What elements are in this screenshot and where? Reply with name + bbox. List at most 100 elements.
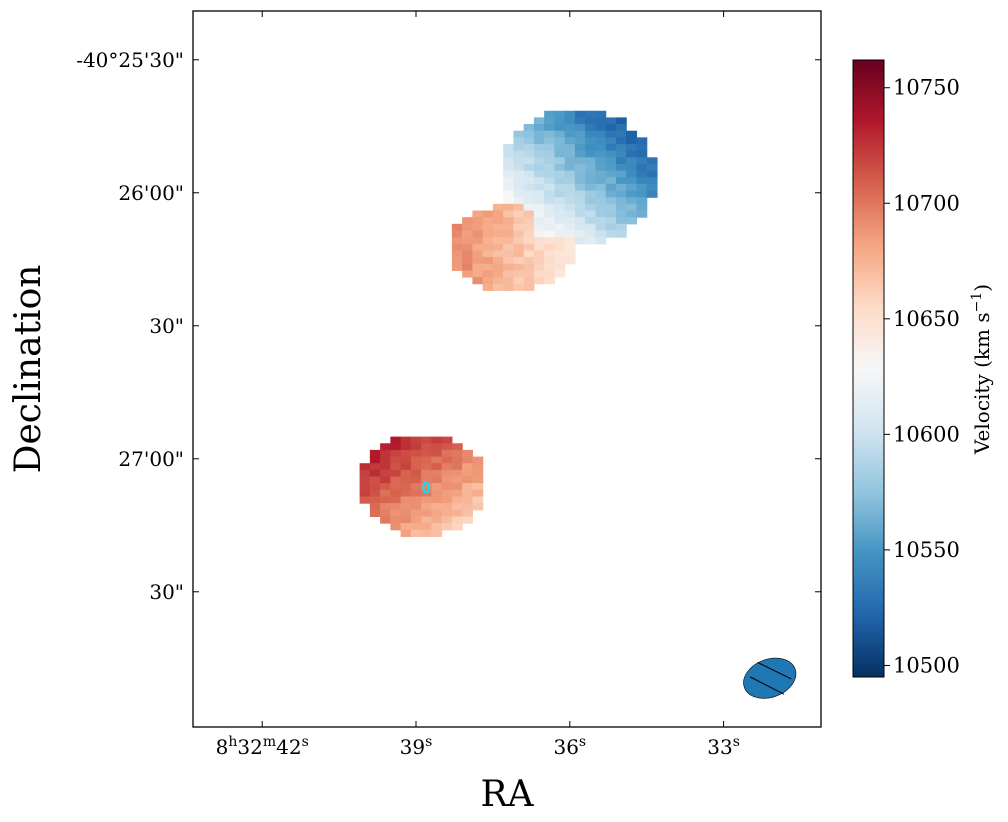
velocity-pixel bbox=[451, 223, 463, 232]
velocity-pixel bbox=[533, 203, 545, 212]
velocity-pixel bbox=[451, 443, 463, 451]
velocity-pixel bbox=[513, 210, 525, 218]
velocity-pixel bbox=[513, 144, 525, 152]
velocity-pixel bbox=[410, 449, 422, 458]
velocity-pixel bbox=[513, 250, 525, 258]
velocity-pixel bbox=[605, 137, 617, 145]
velocity-pixel bbox=[544, 170, 556, 178]
velocity-pixel bbox=[503, 170, 515, 178]
velocity-pixel bbox=[605, 150, 617, 158]
velocity-pixel bbox=[431, 516, 443, 524]
ra-tick-label: 36s bbox=[553, 734, 586, 759]
velocity-pixel bbox=[585, 197, 597, 205]
velocity-pixel bbox=[574, 217, 586, 225]
velocity-pixel bbox=[544, 217, 556, 225]
velocity-pixel bbox=[472, 263, 484, 271]
velocity-pixel bbox=[615, 124, 627, 132]
colorbar-title-exponent: −1 bbox=[969, 292, 985, 313]
velocity-pixel bbox=[574, 150, 586, 158]
velocity-pixel bbox=[646, 177, 658, 185]
dec-tick-label: 27'00" bbox=[118, 447, 184, 471]
velocity-pixel bbox=[472, 250, 484, 258]
velocity-pixel bbox=[595, 137, 607, 145]
velocity-pixel bbox=[554, 150, 566, 158]
velocity-pixel bbox=[462, 223, 473, 232]
velocity-pixel bbox=[441, 476, 453, 484]
velocity-pixel bbox=[595, 150, 607, 158]
velocity-pixel bbox=[595, 183, 607, 192]
velocity-pixel bbox=[533, 217, 545, 225]
velocity-pixel bbox=[410, 476, 422, 484]
velocity-pixel bbox=[503, 277, 515, 285]
velocity-pixel bbox=[390, 443, 402, 451]
velocity-pixel bbox=[615, 157, 627, 165]
velocity-pixel bbox=[523, 150, 535, 158]
velocity-pixel bbox=[369, 483, 381, 491]
velocity-pixel bbox=[544, 190, 556, 198]
velocity-pixel bbox=[400, 449, 412, 458]
velocity-pixel bbox=[615, 217, 627, 225]
velocity-pixel bbox=[523, 237, 535, 245]
velocity-pixel bbox=[585, 183, 597, 192]
velocity-pixel bbox=[544, 163, 556, 172]
velocity-pixel bbox=[554, 110, 566, 118]
velocity-pixel bbox=[615, 183, 627, 192]
velocity-pixel bbox=[523, 277, 535, 285]
velocity-pixel bbox=[462, 509, 473, 518]
ra-value: 32 bbox=[237, 735, 262, 759]
velocity-pixel bbox=[462, 250, 473, 258]
velocity-pixel bbox=[585, 157, 597, 165]
velocity-pixel bbox=[380, 496, 391, 504]
velocity-pixel bbox=[615, 137, 627, 145]
velocity-pixel bbox=[410, 529, 422, 537]
velocity-pixel bbox=[462, 496, 473, 504]
velocity-pixel bbox=[482, 217, 494, 225]
velocity-pixel bbox=[574, 230, 586, 238]
velocity-pixel bbox=[564, 177, 576, 185]
velocity-pixel bbox=[369, 476, 381, 484]
velocity-pixel bbox=[451, 496, 463, 504]
velocity-pixel bbox=[585, 223, 597, 232]
velocity-pixel bbox=[554, 243, 566, 252]
velocity-pixel bbox=[410, 503, 422, 511]
velocity-pixel bbox=[472, 210, 484, 218]
velocity-pixel bbox=[533, 257, 545, 265]
velocity-pixel bbox=[533, 144, 545, 152]
velocity-pixel bbox=[451, 469, 463, 478]
velocity-pixel bbox=[626, 157, 638, 165]
velocity-pixel bbox=[513, 223, 525, 232]
velocity-pixel bbox=[595, 157, 607, 165]
velocity-pixel bbox=[369, 503, 381, 511]
velocity-pixel bbox=[564, 217, 576, 225]
colorbar-tick-label: 10550 bbox=[893, 538, 960, 562]
velocity-pixel bbox=[513, 277, 525, 285]
dec-tick-label: 30" bbox=[149, 314, 184, 338]
colorbar-title: Velocity (km s−1) bbox=[969, 284, 994, 455]
velocity-pixel bbox=[400, 436, 412, 444]
velocity-pixel bbox=[574, 117, 586, 125]
velocity-pixel bbox=[533, 190, 545, 198]
velocity-pixel bbox=[554, 170, 566, 178]
colorbar-ticks: 10500 10550 10600 10650 10700 10750 bbox=[884, 76, 960, 677]
velocity-pixel bbox=[503, 177, 515, 185]
velocity-pixel bbox=[595, 203, 607, 212]
velocity-pixel bbox=[554, 223, 566, 232]
velocity-pixel bbox=[503, 144, 515, 152]
velocity-pixel bbox=[615, 117, 627, 125]
velocity-pixel bbox=[451, 509, 463, 518]
velocity-pixel bbox=[554, 263, 566, 271]
velocity-pixel bbox=[451, 456, 463, 464]
velocity-pixel bbox=[513, 170, 525, 178]
velocity-pixel bbox=[421, 476, 432, 484]
beam-fill bbox=[743, 657, 797, 699]
velocity-pixel bbox=[533, 130, 545, 138]
velocity-pixel bbox=[441, 503, 453, 511]
velocity-pixel bbox=[615, 203, 627, 212]
velocity-pixel bbox=[503, 163, 515, 172]
velocity-pixel bbox=[554, 183, 566, 192]
velocity-pixel bbox=[544, 117, 556, 125]
x-axis-title: RA bbox=[480, 774, 534, 815]
velocity-pixel bbox=[564, 183, 576, 192]
velocity-pixel bbox=[451, 523, 463, 531]
velocity-pixel bbox=[585, 210, 597, 218]
